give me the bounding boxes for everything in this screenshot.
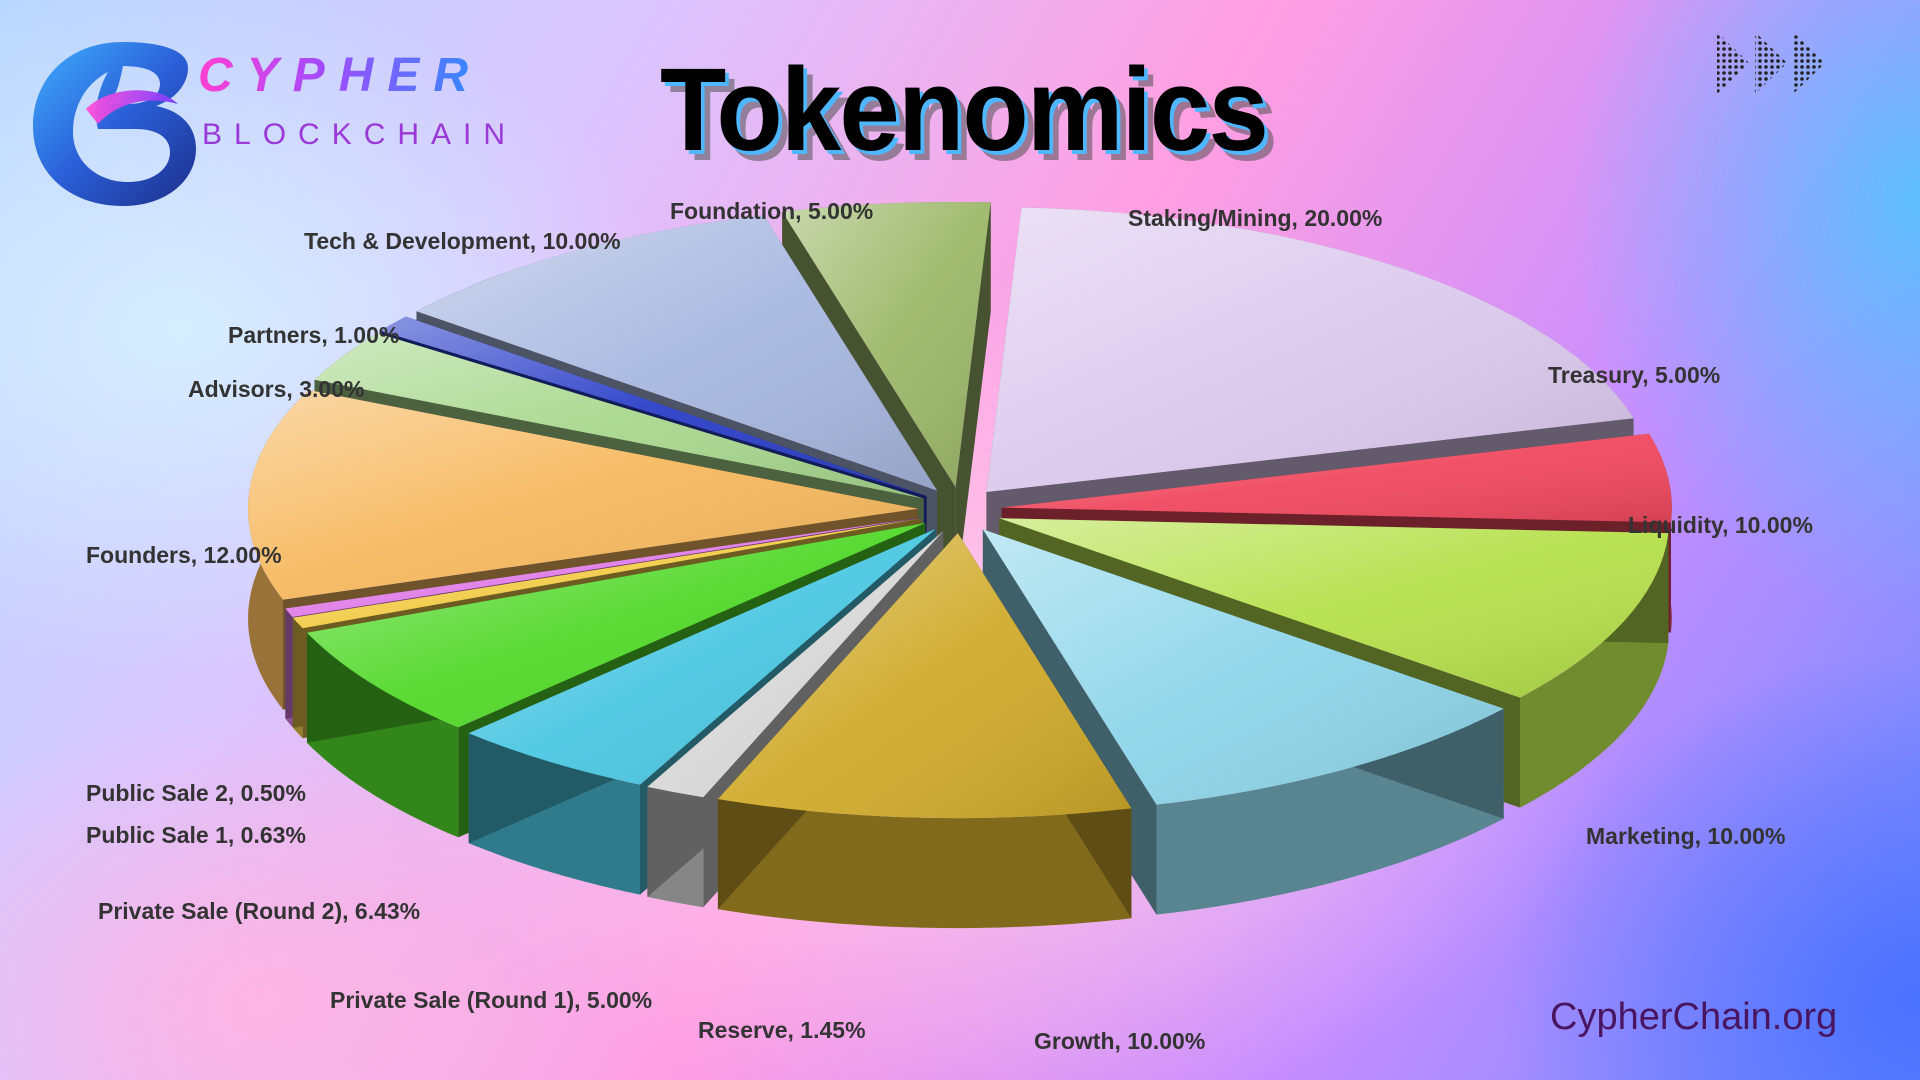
slice-label-founders: Founders, 12.00%	[86, 542, 282, 568]
slice-gloss-staking-mining	[986, 207, 1634, 493]
slice-label-foundation: Foundation, 5.00%	[670, 198, 874, 224]
slice-label-advisors: Advisors, 3.00%	[188, 376, 365, 402]
slice-gloss-reserve	[647, 531, 944, 798]
slice-gloss-liquidity	[999, 518, 1669, 698]
slice-gloss-private-sale-round-1	[468, 528, 936, 785]
slice-label-reserve: Reserve, 1.45%	[698, 1017, 866, 1043]
slice-side-liquidity	[1520, 533, 1669, 808]
slice-label-marketing: Marketing, 10.00%	[1586, 823, 1786, 849]
slice-label-public-sale-2: Public Sale 2, 0.50%	[86, 780, 306, 806]
slice-gloss-tech-development	[416, 215, 938, 491]
cypher-logo	[33, 42, 196, 206]
slice-gloss-partners	[380, 316, 927, 497]
slice-label-growth: Growth, 10.00%	[1034, 1028, 1206, 1054]
slice-gloss-treasury	[1001, 433, 1672, 523]
slice-label-liquidity: Liquidity, 10.00%	[1628, 512, 1813, 538]
slice-side-growth	[717, 799, 1132, 929]
slice-gloss-founders	[248, 390, 919, 600]
slice-gloss-marketing	[982, 529, 1504, 805]
brand-name: CYPHER	[198, 49, 483, 102]
chart-title: Tokenomics	[660, 44, 1269, 176]
slice-gloss-advisors	[314, 333, 924, 499]
slice-label-private-sale-round-1: Private Sale (Round 1), 5.00%	[330, 987, 653, 1013]
slice-label-private-sale-round-2: Private Sale (Round 2), 6.43%	[98, 898, 421, 924]
slice-label-tech-development: Tech & Development, 10.00%	[304, 228, 621, 254]
brand-tagline: BLOCKCHAIN	[202, 118, 518, 151]
website-url[interactable]: CypherChain.org	[1550, 996, 1838, 1038]
slice-label-staking-mining: Staking/Mining, 20.00%	[1128, 205, 1383, 231]
slice-gloss-private-sale-round-2	[306, 522, 926, 728]
slice-label-public-sale-1: Public Sale 1, 0.63%	[86, 822, 306, 848]
slice-gloss-public-sale-2	[285, 517, 921, 617]
slice-label-partners: Partners, 1.00%	[228, 322, 400, 348]
triple-arrow-icon	[1717, 32, 1825, 94]
slice-gloss-growth	[717, 533, 1132, 819]
slice-gloss-public-sale-1	[292, 518, 921, 629]
slice-gloss-foundation	[782, 202, 991, 488]
slice-label-treasury: Treasury, 5.00%	[1548, 362, 1721, 388]
cypher-logo-icon	[33, 42, 196, 206]
slice-edge-foundation-1	[955, 202, 991, 598]
